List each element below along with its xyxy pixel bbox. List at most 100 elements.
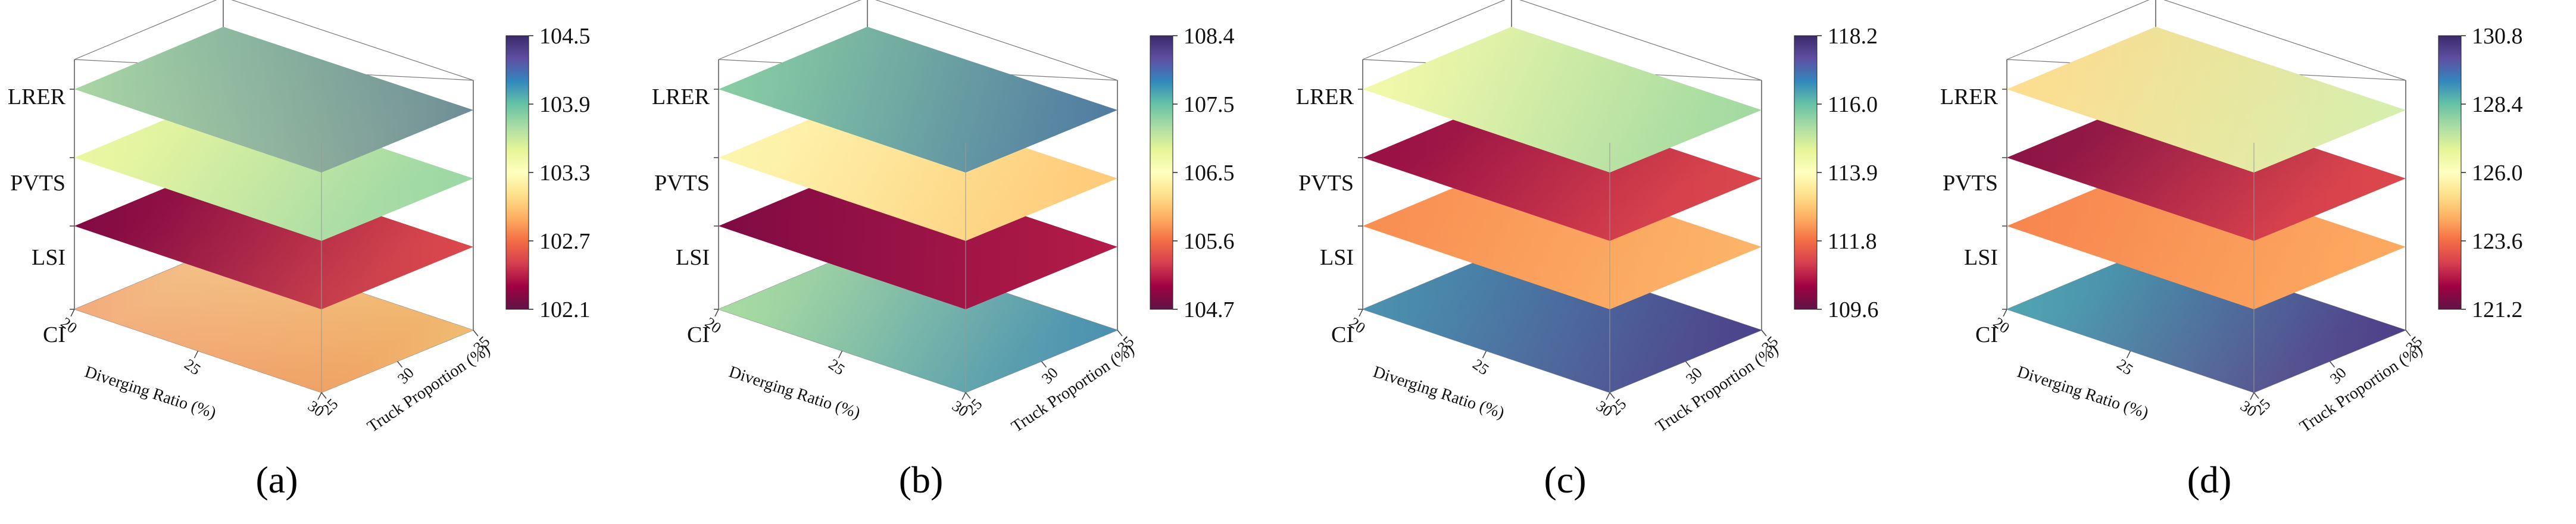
layer-label: LRER xyxy=(652,84,710,109)
layer-label: LRER xyxy=(1940,84,1999,109)
x-tick-label: 25 xyxy=(2113,356,2136,379)
colorbar-tick-label: 121.2 xyxy=(2472,297,2523,322)
colorbar-tick-label: 103.9 xyxy=(539,92,591,117)
surface-shade-lrer xyxy=(1363,27,1762,172)
y-tick-label: 25 xyxy=(319,396,342,419)
surface-shade-pvts xyxy=(74,95,473,241)
panel-c: CI LSI PVTS LRER 20 25 30 Diverging Ratio (%) 25… xyxy=(1288,0,1932,524)
surface-shade-lsi xyxy=(1363,164,1762,309)
colorbar-tick-label: 118.2 xyxy=(1828,24,1878,49)
x-tick-label: 25 xyxy=(181,356,204,379)
colorbar-tick-label: 113.9 xyxy=(1828,161,1878,186)
x-tick xyxy=(838,350,843,359)
y-tick-label: 30 xyxy=(2327,364,2350,387)
colorbar-tick-label: 126.0 xyxy=(2472,161,2523,186)
x-tick xyxy=(317,392,322,400)
layer-label: LSI xyxy=(676,245,710,270)
y-tick xyxy=(1609,392,1615,399)
colorbar-tick-label: 103.3 xyxy=(539,161,591,186)
y-tick-label: 30 xyxy=(1682,364,1706,387)
colorbar-tick-label: 107.5 xyxy=(1184,92,1235,117)
surface-shade-ci xyxy=(719,247,1117,393)
y-tick xyxy=(321,392,327,399)
colorbar xyxy=(1150,35,1173,310)
x-tick xyxy=(2126,350,2131,359)
y-tick xyxy=(965,392,971,399)
y-tick-label: 25 xyxy=(2251,396,2274,419)
x-tick xyxy=(1606,392,1610,400)
y-tick-label: 30 xyxy=(394,364,417,387)
x-tick xyxy=(70,309,75,317)
x-tick xyxy=(2003,309,2007,317)
colorbar-tick-label: 104.7 xyxy=(1184,297,1235,322)
colorbar-tick-label: 108.4 xyxy=(1184,24,1235,49)
surface-shade-pvts xyxy=(1363,95,1762,241)
surface-shade-ci xyxy=(2007,247,2406,393)
colorbar-tick-label: 102.7 xyxy=(539,229,591,254)
surface-shade-lsi xyxy=(719,164,1117,309)
surface-shade-lrer xyxy=(2007,27,2406,172)
y-tick-label: 30 xyxy=(1038,364,1061,387)
layer-label: LSI xyxy=(1320,245,1354,270)
colorbar-tick-label: 102.1 xyxy=(539,297,591,322)
colorbar-tick-label: 123.6 xyxy=(2472,229,2523,254)
y-tick xyxy=(1117,330,1123,337)
surface-shade-ci xyxy=(74,247,473,393)
layer-label: CI xyxy=(43,322,65,347)
colorbar xyxy=(1794,35,1818,310)
layer-label: PVTS xyxy=(1298,171,1354,196)
x-tick-label: 25 xyxy=(1469,356,1492,379)
x-tick xyxy=(193,350,199,359)
y-tick-label: 25 xyxy=(1607,396,1630,419)
layer-label: PVTS xyxy=(654,171,710,196)
surface-shade-lsi xyxy=(2007,164,2406,309)
x-tick xyxy=(961,392,966,400)
x-tick xyxy=(714,309,719,317)
surface-shade-lsi xyxy=(74,164,473,309)
colorbar-tick-label: 130.8 xyxy=(2472,24,2523,49)
surface-shade-lrer xyxy=(74,27,473,172)
y-tick xyxy=(2329,361,2335,368)
panel-d: CI LSI PVTS LRER 20 25 30 Diverging Ratio (%) 25… xyxy=(1932,0,2576,524)
layer-label: LRER xyxy=(1296,84,1354,109)
colorbar-tick-label: 104.5 xyxy=(539,24,591,49)
y-tick xyxy=(2253,392,2259,399)
colorbar xyxy=(505,35,529,310)
panel-caption: (d) xyxy=(2187,459,2232,501)
y-tick-label: 25 xyxy=(963,396,986,419)
layer-label: LSI xyxy=(32,245,65,270)
layer-label: LSI xyxy=(1964,245,1998,270)
panel-caption: (a) xyxy=(255,459,298,501)
colorbar-tick-label: 106.5 xyxy=(1184,161,1235,186)
colorbar-tick-label: 109.6 xyxy=(1828,297,1879,322)
panel-b: CI LSI PVTS LRER 20 25 30 Diverging Ratio (%) 25… xyxy=(644,0,1288,524)
y-tick xyxy=(1685,361,1691,368)
panel-caption: (c) xyxy=(1544,459,1587,501)
layer-label: LRER xyxy=(8,84,66,109)
layer-label: PVTS xyxy=(10,171,65,196)
y-tick xyxy=(473,330,479,337)
layer-label: CI xyxy=(1975,322,1998,347)
x-tick xyxy=(2250,392,2255,400)
y-tick xyxy=(2405,330,2411,337)
colorbar-tick-label: 105.6 xyxy=(1184,229,1235,254)
surface-shade-pvts xyxy=(719,95,1117,241)
layer-label: CI xyxy=(1331,322,1354,347)
layer-label: PVTS xyxy=(1943,171,1998,196)
colorbar-tick-label: 111.8 xyxy=(1828,229,1877,254)
panel-caption: (b) xyxy=(898,459,944,501)
y-tick xyxy=(396,361,403,368)
x-tick-label: 25 xyxy=(825,356,848,379)
surface-shade-ci xyxy=(1363,247,1762,393)
colorbar xyxy=(2438,35,2462,310)
panel-a: CI LSI PVTS LRER 20 25 30 Diverging Ratio (%) 25… xyxy=(0,0,644,524)
surface-shade-pvts xyxy=(2007,95,2406,241)
y-tick xyxy=(1041,361,1047,368)
layer-label: CI xyxy=(687,322,710,347)
x-tick xyxy=(1482,350,1487,359)
surface-shade-lrer xyxy=(719,27,1117,172)
x-tick xyxy=(1359,309,1363,317)
